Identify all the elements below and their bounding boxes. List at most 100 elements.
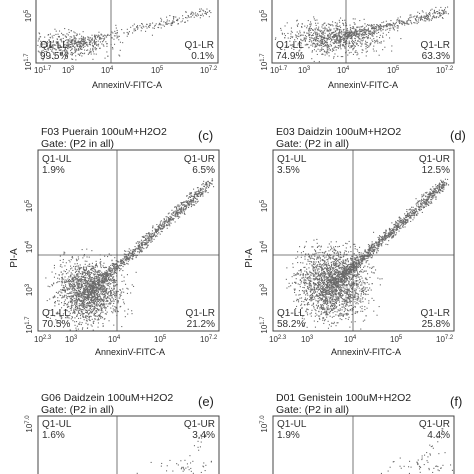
panel-c-event-dot	[176, 215, 178, 217]
panel-c-event-dot	[81, 309, 83, 311]
panel-b-event-dot	[325, 44, 327, 46]
panel-d-event-dot	[349, 293, 351, 295]
panel-b-event-dot	[369, 33, 371, 35]
panel-b-event-dot	[437, 11, 439, 13]
panel-a-x-tick-3: 104	[101, 66, 114, 75]
panel-c-event-dot	[77, 295, 79, 297]
panel-c-event-dot	[129, 257, 131, 259]
panel-c-event-dot	[169, 215, 171, 217]
panel-a-event-dot	[166, 21, 168, 23]
panel-c-event-dot	[88, 272, 90, 274]
panel-b-event-dot	[321, 53, 323, 55]
panel-b-event-dot	[340, 48, 342, 50]
panel-b-event-dot	[351, 31, 353, 33]
panel-c-event-dot	[142, 236, 144, 238]
panel-c-event-dot	[57, 277, 59, 279]
panel-c-event-dot	[99, 286, 101, 288]
panel-b-event-dot	[354, 37, 356, 39]
panel-d: E03 Daidzin 100uM+H2O2 Gate: (P2 in all)…	[244, 126, 466, 357]
panel-b-event-dot	[334, 34, 336, 36]
panel-c-event-dot	[124, 257, 126, 259]
panel-c-event-dot	[105, 309, 107, 311]
panel-d-event-dot	[387, 244, 389, 246]
panel-c-event-dot	[86, 282, 88, 284]
panel-b-event-dot	[291, 47, 293, 49]
panel-b-event-dot	[419, 19, 421, 21]
panel-c-event-dot	[77, 291, 79, 293]
panel-c-event-dot	[49, 309, 51, 311]
panel-a-event-dot	[61, 41, 63, 43]
panel-c-event-dot	[95, 280, 97, 282]
panel-c-event-dot	[70, 318, 72, 320]
panel-d-event-dot	[324, 274, 326, 276]
panel-c-event-dot	[146, 235, 148, 237]
panel-c-event-dot	[104, 274, 106, 276]
panel-b-event-dot	[365, 40, 367, 42]
panel-c-event-dot	[183, 210, 185, 212]
panel-d-event-dot	[364, 298, 366, 300]
panel-c-event-dot	[113, 282, 115, 284]
panel-c-event-dot	[93, 305, 95, 307]
panel-c-event-dot	[78, 258, 80, 260]
panel-c-event-dot	[72, 284, 74, 286]
panel-a-event-dot	[44, 43, 46, 45]
panel-b-event-dot	[355, 50, 357, 52]
panel-a-event-dot	[73, 42, 75, 44]
panel-b-event-dot	[300, 44, 302, 46]
panel-a-event-dot	[59, 39, 61, 41]
panel-d-event-dot	[324, 275, 326, 277]
panel-b-event-dot	[376, 32, 378, 34]
panel-b-event-dot	[429, 19, 431, 21]
panel-c-event-dot	[77, 282, 79, 284]
panel-b-event-dot	[361, 42, 363, 44]
panel-c-event-dot	[72, 277, 74, 279]
panel-c-event-dot	[76, 291, 78, 293]
panel-b-event-dot	[291, 37, 293, 39]
panel-d-event-dot	[331, 299, 333, 301]
panel-c-event-dot	[123, 301, 125, 303]
panel-c-event-dot	[115, 290, 117, 292]
panel-c-event-dot	[98, 296, 100, 298]
panel-a-event-dot	[89, 43, 91, 45]
panel-b-event-dot	[357, 40, 359, 42]
panel-b-event-dot	[317, 42, 319, 44]
panel-c-event-dot	[83, 288, 85, 290]
panel-b-event-dot	[284, 35, 286, 37]
panel-c-event-dot	[109, 280, 111, 282]
panel-a-event-dot	[42, 49, 44, 51]
panel-c-event-dot	[61, 280, 63, 282]
panel-a-event-dot	[93, 40, 95, 42]
panel-c-event-dot	[89, 301, 91, 303]
panel-c-event-dot	[110, 299, 112, 301]
panel-a-event-dot	[111, 37, 113, 39]
panel-c-event-dot	[84, 278, 86, 280]
panel-c-event-dot	[68, 295, 70, 297]
panel-c-event-dot	[71, 299, 73, 301]
panel-c-event-dot	[89, 283, 91, 285]
panel-b-event-dot	[326, 28, 328, 30]
panel-c-event-dot	[80, 283, 82, 285]
panel-b-event-dot	[311, 41, 313, 43]
panel-b-event-dot	[358, 30, 360, 32]
panel-c-event-dot	[213, 186, 215, 188]
panel-b-event-dot	[324, 35, 326, 37]
panel-c-event-dot	[184, 201, 186, 203]
panel-b-event-dot	[361, 33, 363, 35]
panel-a-event-dot	[187, 15, 189, 17]
panel-c-event-dot	[198, 193, 200, 195]
panel-b-event-dot	[319, 30, 321, 32]
panel-c-event-dot	[93, 308, 95, 310]
panel-c-event-dot	[53, 267, 55, 269]
panel-a-event-dot	[181, 20, 183, 22]
panel-c-event-dot	[152, 226, 154, 228]
panel-c-event-dot	[83, 276, 85, 278]
panel-a-event-dot	[48, 39, 50, 41]
panel-a-event-dot	[82, 41, 84, 43]
panel-c-event-dot	[86, 256, 88, 258]
panel-b-event-dot	[326, 47, 328, 49]
panel-c-event-dot	[110, 291, 112, 293]
panel-c-event-dot	[171, 218, 173, 220]
panel-c-event-dot	[69, 298, 71, 300]
panel-b-event-dot	[361, 49, 363, 51]
panel-c-event-dot	[96, 289, 98, 291]
